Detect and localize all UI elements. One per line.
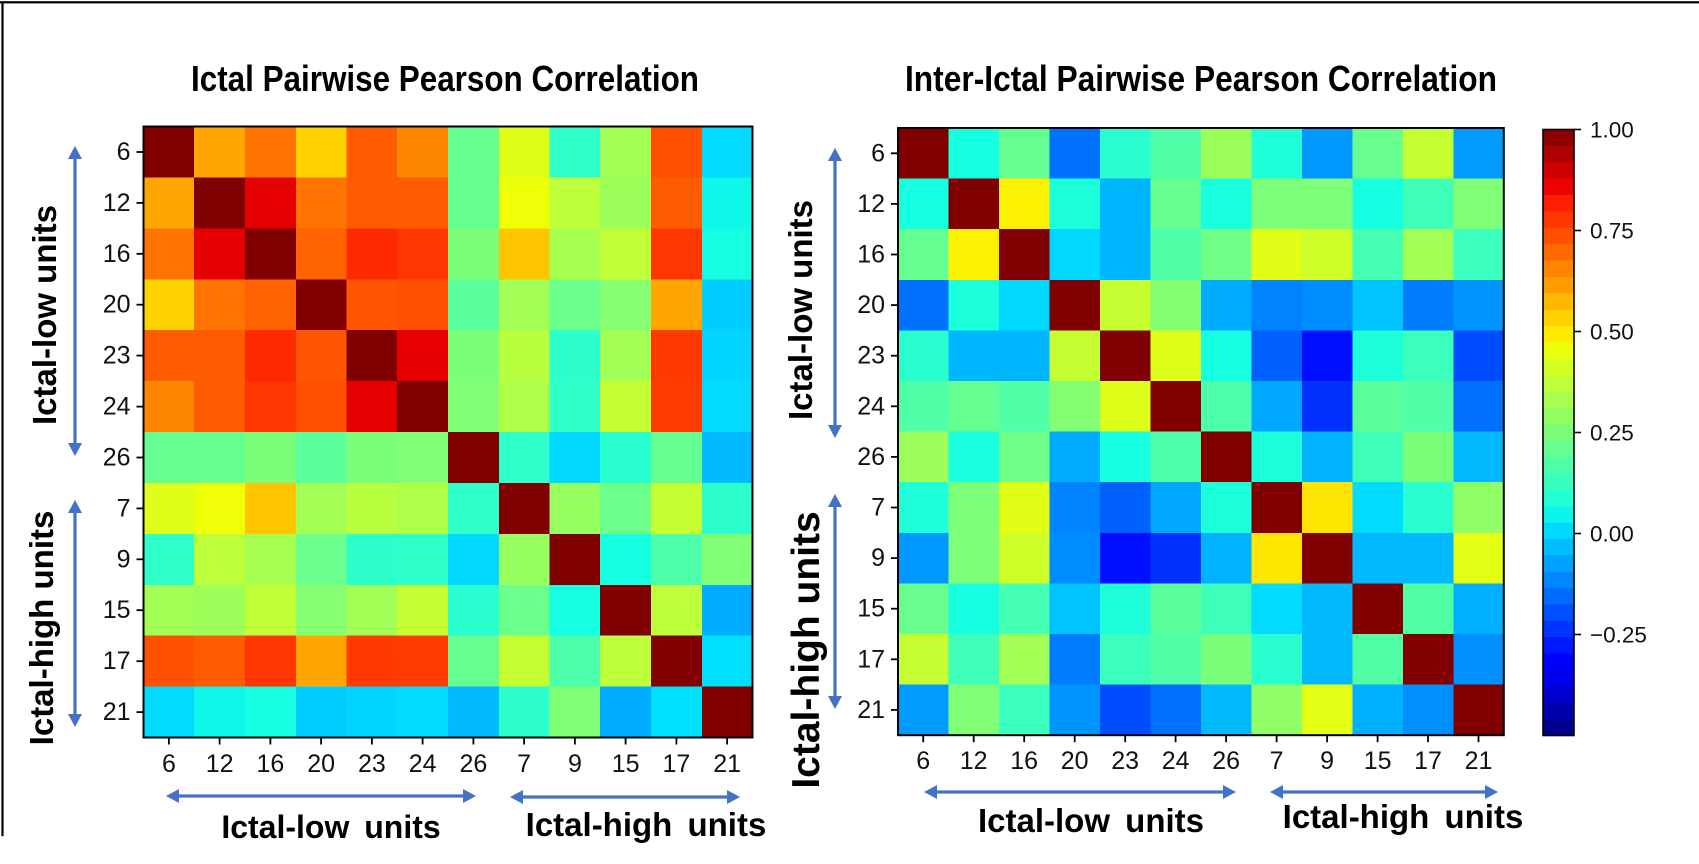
svg-text:23: 23 bbox=[857, 342, 885, 370]
svg-text:16: 16 bbox=[256, 750, 284, 778]
svg-text:20: 20 bbox=[857, 291, 885, 319]
svg-text:6: 6 bbox=[117, 138, 131, 166]
svg-text:Ictal-high units: Ictal-high units bbox=[785, 511, 828, 788]
svg-text:7: 7 bbox=[517, 750, 531, 778]
svg-text:23: 23 bbox=[1111, 747, 1139, 775]
svg-text:1.00: 1.00 bbox=[1590, 118, 1634, 143]
svg-text:21: 21 bbox=[1465, 747, 1493, 775]
svg-text:Ictal-low units: Ictal-low units bbox=[978, 802, 1204, 839]
svg-text:24: 24 bbox=[103, 393, 131, 421]
svg-text:16: 16 bbox=[103, 240, 131, 268]
svg-text:Ictal-low units: Ictal-low units bbox=[782, 200, 819, 420]
svg-text:20: 20 bbox=[307, 750, 335, 778]
svg-text:Ictal Pairwise Pearson Correla: Ictal Pairwise Pearson Correlation bbox=[191, 58, 699, 99]
svg-text:24: 24 bbox=[409, 750, 437, 778]
svg-text:Inter-Ictal Pairwise Pearson C: Inter-Ictal Pairwise Pearson Correlation bbox=[905, 58, 1497, 99]
svg-text:26: 26 bbox=[459, 750, 487, 778]
svg-text:20: 20 bbox=[1061, 747, 1089, 775]
svg-text:17: 17 bbox=[1414, 747, 1442, 775]
svg-text:7: 7 bbox=[117, 494, 131, 522]
svg-text:21: 21 bbox=[713, 750, 741, 778]
svg-text:0.25: 0.25 bbox=[1590, 421, 1634, 446]
svg-text:Ictal-low units: Ictal-low units bbox=[221, 809, 440, 845]
svg-text:21: 21 bbox=[103, 698, 131, 726]
svg-text:9: 9 bbox=[568, 750, 582, 778]
svg-text:15: 15 bbox=[1364, 747, 1392, 775]
svg-text:17: 17 bbox=[103, 647, 131, 675]
svg-text:Ictal-high units: Ictal-high units bbox=[23, 511, 60, 746]
svg-text:6: 6 bbox=[916, 747, 930, 775]
svg-text:16: 16 bbox=[857, 241, 885, 269]
svg-text:16: 16 bbox=[1010, 747, 1038, 775]
svg-text:9: 9 bbox=[1320, 747, 1334, 775]
svg-text:15: 15 bbox=[103, 596, 131, 624]
svg-text:24: 24 bbox=[857, 392, 885, 420]
svg-text:26: 26 bbox=[1212, 747, 1240, 775]
svg-text:0.75: 0.75 bbox=[1590, 219, 1634, 244]
svg-text:0.00: 0.00 bbox=[1590, 522, 1634, 547]
svg-text:21: 21 bbox=[857, 696, 885, 724]
svg-text:24: 24 bbox=[1162, 747, 1190, 775]
svg-text:6: 6 bbox=[162, 750, 176, 778]
svg-text:12: 12 bbox=[206, 750, 234, 778]
svg-text:7: 7 bbox=[871, 494, 885, 522]
svg-text:9: 9 bbox=[871, 544, 885, 572]
svg-text:20: 20 bbox=[103, 291, 131, 319]
svg-text:23: 23 bbox=[103, 342, 131, 370]
svg-text:6: 6 bbox=[871, 139, 885, 167]
svg-text:23: 23 bbox=[358, 750, 386, 778]
svg-text:Ictal-low units: Ictal-low units bbox=[26, 205, 63, 425]
svg-text:7: 7 bbox=[1270, 747, 1284, 775]
svg-text:15: 15 bbox=[857, 595, 885, 623]
svg-text:0.50: 0.50 bbox=[1590, 320, 1634, 345]
svg-text:Ictal-high units: Ictal-high units bbox=[1283, 798, 1524, 835]
svg-text:26: 26 bbox=[103, 444, 131, 472]
svg-text:12: 12 bbox=[103, 189, 131, 217]
svg-text:15: 15 bbox=[612, 750, 640, 778]
svg-text:17: 17 bbox=[662, 750, 690, 778]
svg-text:12: 12 bbox=[960, 747, 988, 775]
svg-text:Ictal-high units: Ictal-high units bbox=[526, 806, 767, 843]
svg-text:26: 26 bbox=[857, 443, 885, 471]
svg-text:9: 9 bbox=[117, 545, 131, 573]
svg-text:17: 17 bbox=[857, 645, 885, 673]
svg-text:−0.25: −0.25 bbox=[1590, 623, 1647, 648]
svg-text:12: 12 bbox=[857, 190, 885, 218]
